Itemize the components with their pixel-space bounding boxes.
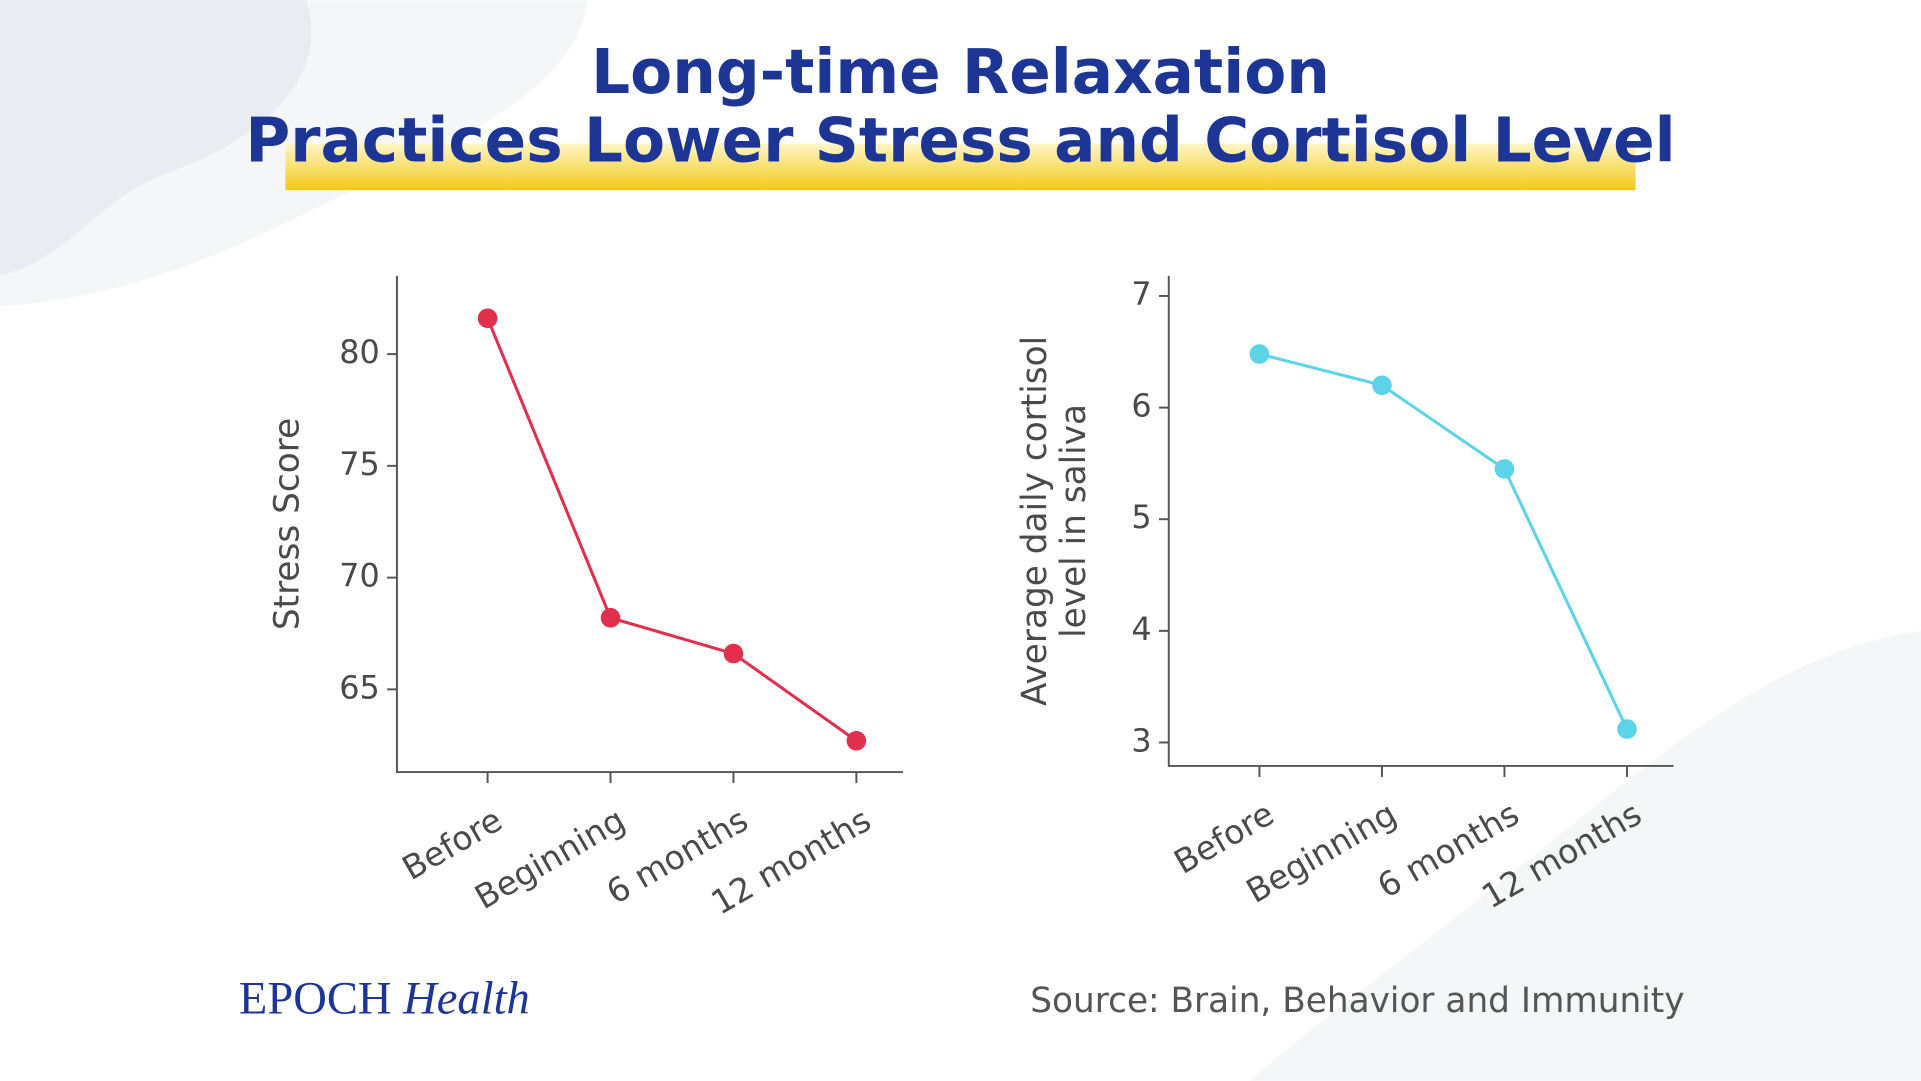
y-tick-label: 5 [1131, 498, 1151, 536]
brand: EPOCH Health [239, 973, 530, 1024]
data-point [1494, 459, 1515, 479]
y-tick-label: 65 [339, 668, 380, 706]
title-line: Practices Lower Stress and Cortisol Leve… [245, 105, 1675, 176]
title-highlight [285, 143, 1636, 191]
y-tick-label: 75 [339, 445, 380, 483]
y-tick-label: 80 [339, 333, 380, 371]
y-tick-label: 70 [339, 557, 380, 595]
data-point [600, 608, 621, 628]
brand-sub: Health [402, 973, 530, 1024]
y-axis-label: level in saliva [1054, 404, 1094, 638]
y-tick-label: 7 [1131, 275, 1151, 313]
data-point [846, 730, 867, 751]
axis-line [1167, 275, 1674, 767]
decor-blob [0, 0, 312, 276]
data-point [1617, 719, 1637, 739]
data-point [723, 643, 744, 664]
decor-blob [1249, 631, 1921, 1081]
y-tick-label: 3 [1131, 721, 1151, 759]
y-axis-label: Stress Score [268, 418, 308, 630]
source: Source: Brain, Behavior and Immunity [1030, 981, 1684, 1021]
y-tick-label: 6 [1131, 387, 1151, 425]
y-axis-label: Average daily cortisol [1015, 336, 1055, 706]
data-point [1372, 375, 1392, 396]
data-line [1259, 352, 1629, 730]
title-line: Long-time Relaxation [591, 37, 1330, 108]
data-line [486, 317, 858, 743]
data-point [477, 308, 498, 329]
y-tick-label: 4 [1131, 610, 1151, 648]
axis-line [395, 275, 903, 774]
data-point [1249, 344, 1270, 364]
brand-name: EPOCH [239, 973, 392, 1024]
